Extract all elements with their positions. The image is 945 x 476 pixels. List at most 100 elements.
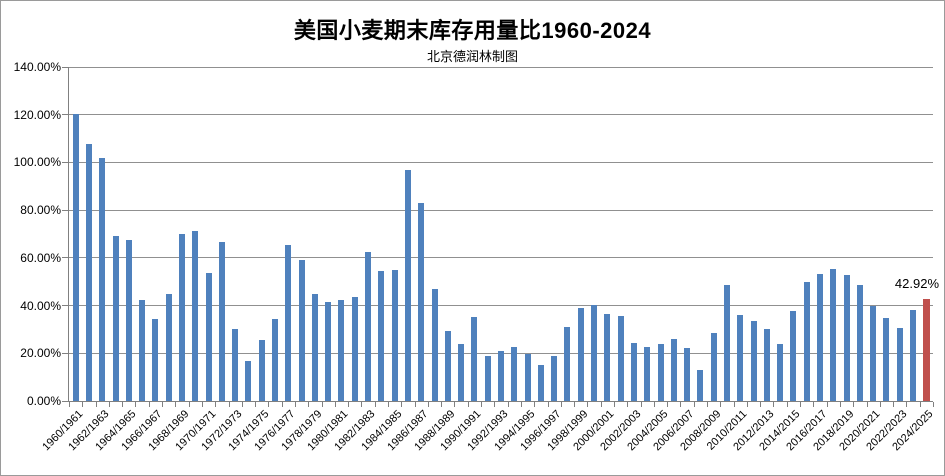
bar: [684, 348, 691, 401]
x-axis-tick: [640, 402, 642, 407]
x-axis-tick: [454, 402, 456, 407]
bar: [870, 306, 877, 401]
bar: [72, 113, 79, 401]
bar: [843, 274, 850, 401]
x-axis-tick: [866, 402, 868, 407]
x-axis-tick: [773, 402, 775, 407]
x-axis-tick: [228, 402, 230, 407]
bar: [896, 328, 903, 401]
y-axis-tick: [62, 305, 68, 307]
chart-title: 美国小麦期末库存用量比1960-2024: [293, 18, 652, 43]
x-axis-tick: [839, 402, 841, 407]
y-axis-tick: [62, 400, 68, 402]
y-axis-tick: [62, 161, 68, 163]
x-axis-tick: [255, 402, 257, 407]
bar: [365, 252, 372, 401]
bar: [232, 329, 239, 401]
x-axis-tick: [95, 402, 97, 407]
x-axis-tick: [613, 402, 615, 407]
bar: [378, 270, 385, 401]
plot-area: [62, 66, 934, 407]
bar: [617, 315, 624, 401]
x-axis-tick: [361, 402, 363, 407]
bar: [723, 285, 730, 401]
bar: [139, 300, 146, 401]
bar: [391, 270, 398, 401]
y-axis-tick-label: 120.00%: [13, 107, 61, 122]
bar: [524, 354, 531, 401]
x-axis-tick: [82, 402, 84, 407]
bar: [577, 308, 584, 401]
x-axis-tick: [853, 402, 855, 407]
bar: [551, 355, 558, 401]
y-axis-tick-label: 80.00%: [20, 203, 61, 218]
x-axis-tick: [906, 402, 908, 407]
x-axis-tick: [919, 402, 921, 407]
x-axis-tick: [800, 402, 802, 407]
bar: [125, 240, 132, 401]
x-axis-tick: [760, 402, 762, 407]
y-axis-tick: [62, 66, 68, 68]
bar: [298, 259, 305, 401]
bar: [697, 369, 704, 401]
bar: [152, 318, 159, 401]
x-axis-tick: [667, 402, 669, 407]
bar: [856, 284, 863, 401]
x-axis-tick: [627, 402, 629, 407]
bar: [165, 294, 172, 401]
x-axis-tick: [693, 402, 695, 407]
x-axis-tick: [374, 402, 376, 407]
bar: [511, 346, 518, 401]
bar: [325, 302, 332, 401]
bar: [817, 273, 823, 401]
x-axis-tick: [746, 402, 748, 407]
x-axis-tick: [441, 402, 443, 407]
x-axis-tick: [122, 402, 124, 407]
bar: [498, 350, 504, 401]
bar: [803, 281, 810, 401]
x-axis-tick: [733, 402, 735, 407]
chart-subtitle: 北京德润林制图: [426, 49, 518, 64]
bar: [644, 346, 651, 401]
x-axis-tick: [401, 402, 403, 407]
y-axis-tick-label: 60.00%: [20, 250, 61, 265]
bar: [245, 360, 252, 401]
x-axis-tick: [933, 402, 934, 407]
x-axis-tick: [600, 402, 602, 407]
x-axis-tick: [188, 402, 190, 407]
bar: [431, 289, 438, 401]
x-axis-tick: [467, 402, 469, 407]
x-axis-tick: [135, 402, 137, 407]
bar: [737, 315, 744, 401]
bar: [790, 311, 797, 401]
gridline: [69, 161, 933, 163]
x-axis-tick: [707, 402, 709, 407]
x-axis-tick: [334, 402, 336, 407]
y-axis-tick-label: 100.00%: [13, 155, 61, 170]
bar: [537, 364, 544, 401]
x-axis-tick: [308, 402, 310, 407]
gridline: [69, 209, 933, 211]
x-axis-tick: [547, 402, 549, 407]
x-axis-tick: [587, 402, 589, 407]
bar: [404, 169, 411, 401]
bar: [258, 340, 265, 401]
y-axis-tick: [62, 257, 68, 259]
bar: [285, 245, 292, 401]
x-axis-tick: [879, 402, 881, 407]
bar: [458, 344, 465, 401]
gridline: [69, 114, 933, 116]
x-axis-tick: [148, 402, 150, 407]
bar: [85, 144, 92, 401]
x-axis-tick: [507, 402, 509, 407]
x-axis-tick: [241, 402, 243, 407]
bar: [564, 326, 571, 401]
x-axis-tick: [653, 402, 655, 407]
y-axis-tick: [62, 209, 68, 211]
bar: [311, 293, 318, 401]
gridline: [69, 257, 933, 259]
bar: [205, 272, 212, 401]
bar: [444, 331, 451, 401]
gridline: [69, 66, 933, 68]
